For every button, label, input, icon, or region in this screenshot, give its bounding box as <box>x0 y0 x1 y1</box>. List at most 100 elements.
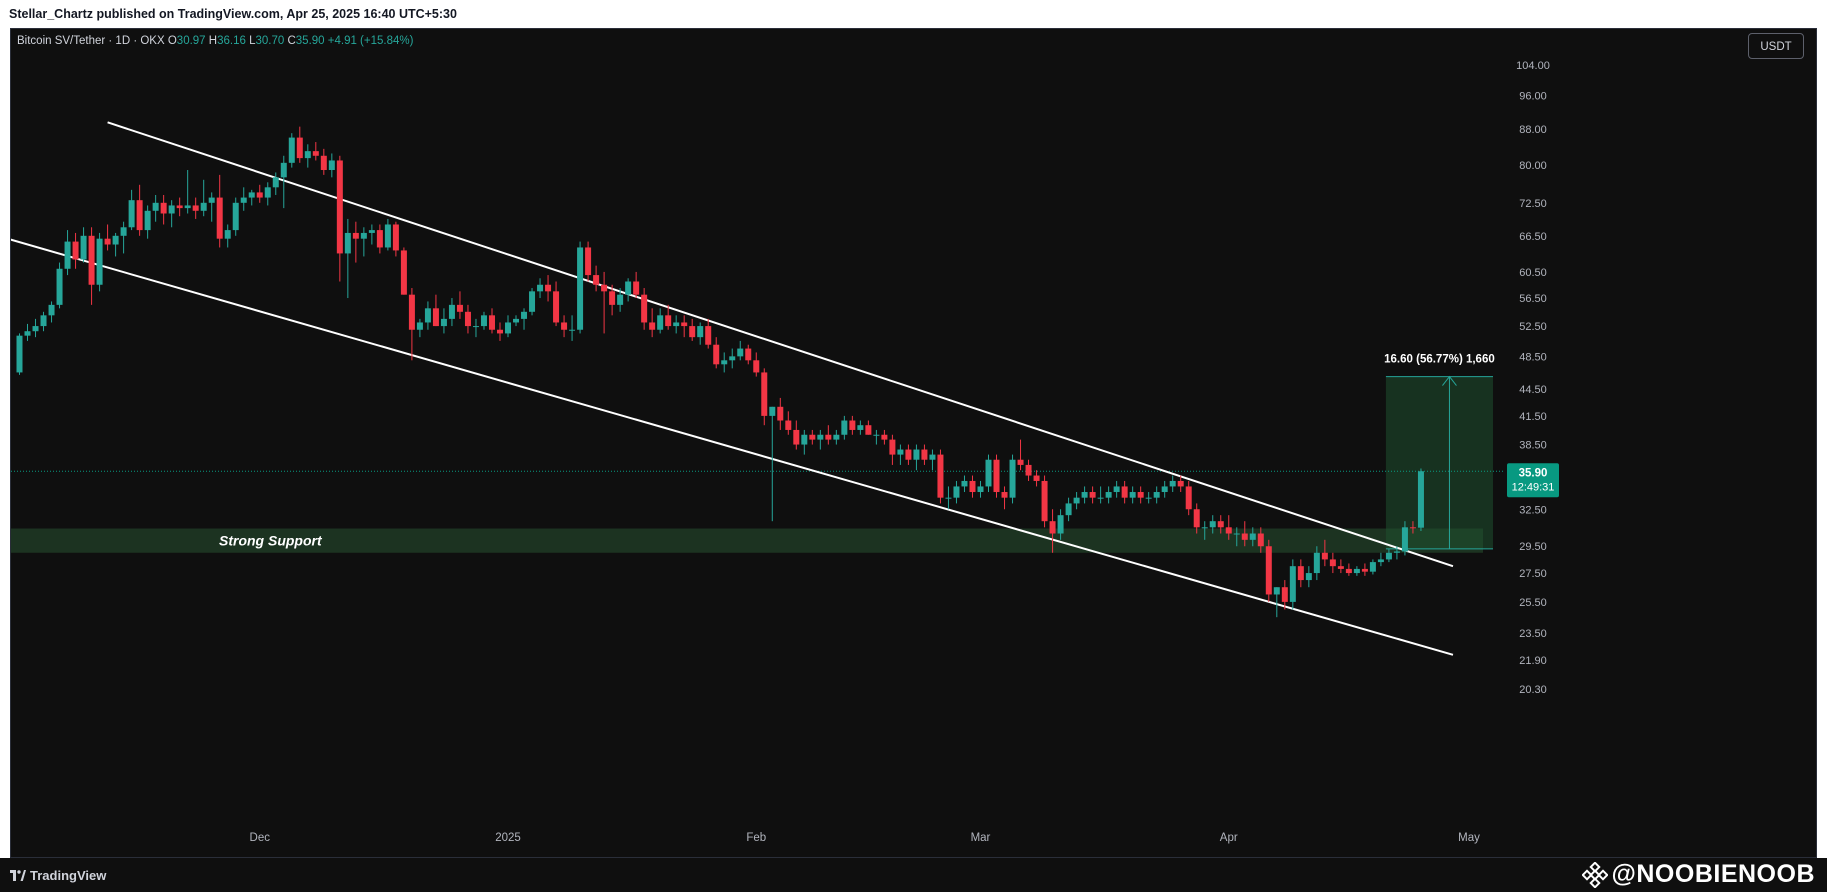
candle-body <box>208 197 215 203</box>
channel-line-upper <box>107 121 1454 568</box>
candle-body <box>248 192 255 198</box>
candle-body <box>1217 521 1224 528</box>
candle-body <box>1329 559 1336 567</box>
candle-body <box>873 434 880 436</box>
candle-body <box>136 200 143 231</box>
candle-body <box>264 187 271 198</box>
candle-body <box>761 372 768 416</box>
candle-body <box>1273 587 1280 595</box>
candle-body <box>593 275 600 285</box>
candle-body <box>521 311 528 319</box>
candle-body <box>424 308 431 323</box>
candle-body <box>1361 568 1368 572</box>
y-tick-label: 88.00 <box>1519 124 1547 136</box>
candle-body <box>1017 459 1024 465</box>
candle-body <box>168 205 175 214</box>
candle-body <box>1313 552 1320 574</box>
watermark-text: @NOOBIENOOB <box>1611 860 1815 888</box>
candle-body <box>416 322 423 330</box>
candle-body <box>1065 503 1072 516</box>
candle-body <box>1185 486 1192 510</box>
x-tick-label: Mar <box>971 832 991 844</box>
candle-body <box>785 420 792 430</box>
chart-panel[interactable]: Strong Support 16.60 (56.77%) 1,660 104.… <box>10 28 1817 858</box>
publish-header: Stellar_Chartz published on TradingView.… <box>0 0 1827 28</box>
candle-body <box>1241 533 1248 540</box>
axes-layer: 104.00 96.00 88.00 80.00 72.50 66.50 60.50 56.5… <box>250 60 1559 844</box>
candle-body <box>16 335 23 373</box>
tradingview-logo[interactable]: TradingView <box>10 866 106 884</box>
candle-body <box>280 162 287 178</box>
y-tick-label: 38.50 <box>1519 440 1547 452</box>
candle-body <box>1289 566 1296 602</box>
candle-body <box>633 281 640 295</box>
candles-layer <box>16 126 1424 618</box>
candle-body <box>464 311 471 327</box>
candle-body <box>1145 497 1152 499</box>
candle-body <box>921 449 928 460</box>
currency-button[interactable]: USDT <box>1748 33 1804 59</box>
x-tick-label: 2025 <box>495 832 521 844</box>
x-tick-label: May <box>1458 832 1480 844</box>
candle-body <box>472 326 479 328</box>
change-value: +4.91 (+15.84%) <box>327 35 414 47</box>
channel-line-lower <box>11 238 1454 656</box>
x-tick-label: Feb <box>746 832 766 844</box>
y-tick-label: 29.50 <box>1519 541 1547 553</box>
candle-body <box>1161 486 1168 493</box>
candle-body <box>681 322 688 327</box>
candle-body <box>408 294 415 330</box>
candle-body <box>673 322 680 327</box>
author-watermark: @NOOBIENOOB <box>1581 860 1816 889</box>
symbol-legend: Bitcoin SV/Tether · 1D · OKX O30.97 H36.… <box>17 35 413 47</box>
candle-body <box>240 197 247 203</box>
candle-body <box>360 232 367 239</box>
open-label: O <box>167 35 177 47</box>
candle-body <box>745 348 752 361</box>
low-label: L <box>249 35 256 47</box>
channel-lines-layer <box>11 121 1454 656</box>
candle-body <box>1081 492 1088 498</box>
candle-body <box>1129 492 1136 498</box>
candle-body <box>192 205 199 211</box>
y-tick-label: 25.50 <box>1519 597 1547 609</box>
tradingview-logo-icon <box>10 869 26 881</box>
open-value: 30.97 <box>176 35 206 47</box>
candle-body <box>1305 573 1312 581</box>
candle-body <box>1097 497 1104 499</box>
candle-body <box>905 449 912 460</box>
y-tick-label: 41.50 <box>1519 411 1547 423</box>
y-tick-label: 21.90 <box>1519 655 1547 667</box>
candle-body <box>569 329 576 331</box>
candle-body <box>913 449 920 460</box>
candlestick-chart[interactable]: Strong Support 16.60 (56.77%) 1,660 104.… <box>11 29 1816 857</box>
candle-body <box>1393 551 1400 553</box>
candle-body <box>104 238 111 245</box>
candle-body <box>585 247 592 276</box>
candle-body <box>713 344 720 365</box>
support-zone <box>11 528 1483 553</box>
y-tick-label: 66.50 <box>1519 231 1547 243</box>
candle-body <box>937 454 944 498</box>
candle-body <box>689 326 696 338</box>
close-value: 35.90 <box>295 35 325 47</box>
candle-body <box>72 241 79 260</box>
candle-body <box>1321 552 1328 560</box>
candle-body <box>232 202 239 231</box>
candle-body <box>849 420 856 430</box>
candle-body <box>1225 527 1232 534</box>
candle-body <box>40 315 47 327</box>
candle-body <box>537 284 544 292</box>
candle-body <box>184 205 191 209</box>
candle-body <box>88 235 95 285</box>
y-tick-label: 60.50 <box>1519 267 1547 279</box>
candle-body <box>657 315 664 330</box>
candle-body <box>1257 533 1264 547</box>
candle-body <box>296 137 303 159</box>
candle-body <box>1169 480 1176 487</box>
candle-body <box>1105 492 1112 498</box>
candle-body <box>1001 492 1008 498</box>
candle-body <box>1057 515 1064 534</box>
candle-body <box>32 326 39 332</box>
candle-body <box>1041 480 1048 522</box>
